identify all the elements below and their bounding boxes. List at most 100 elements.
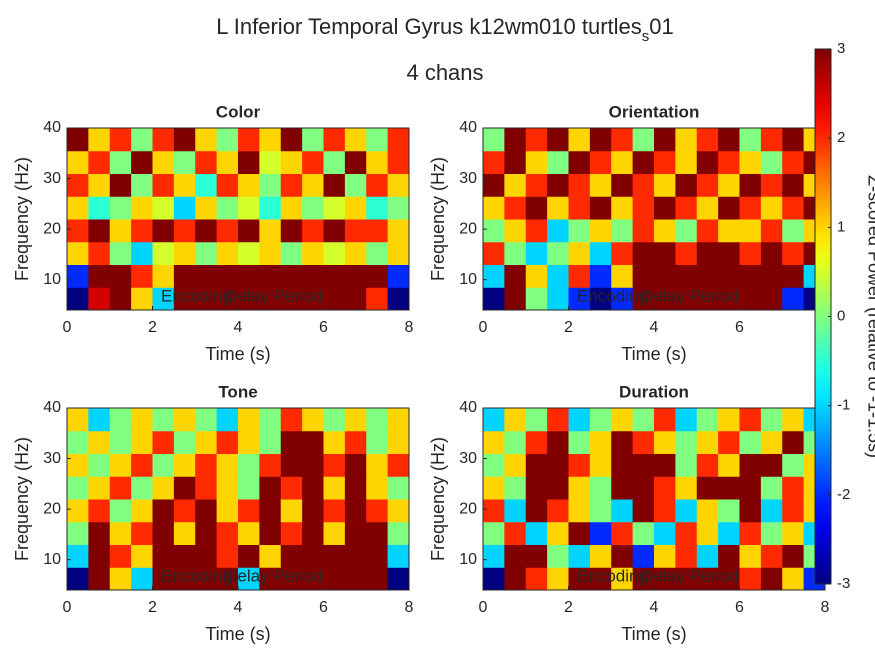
- heatmap-cell: [696, 241, 719, 265]
- heatmap-cell: [547, 150, 569, 174]
- heatmap-cell: [344, 521, 367, 545]
- heatmap-cell: [344, 150, 367, 174]
- heatmap-cell: [589, 499, 612, 523]
- annotation: Encoding: [161, 286, 232, 305]
- heatmap-cell: [323, 264, 346, 288]
- heatmap-cell: [675, 150, 698, 174]
- heatmap-cell: [216, 499, 239, 523]
- colorbar-tick-label: 3: [837, 40, 845, 57]
- annotation: Encoding: [577, 566, 648, 585]
- heatmap-cell: [739, 476, 762, 500]
- heatmap-cell: [173, 430, 196, 454]
- heatmap-cell: [387, 241, 410, 265]
- heatmap-cell: [387, 476, 410, 500]
- heatmap-cell: [280, 453, 303, 477]
- heatmap-cell: [632, 173, 655, 197]
- heatmap-cell: [67, 264, 89, 288]
- heatmap-cell: [782, 287, 805, 311]
- heatmap-cell: [611, 408, 634, 432]
- heatmap-cell: [323, 150, 346, 174]
- heatmap-cell: [259, 567, 282, 591]
- heatmap-cell: [323, 241, 346, 265]
- x-tick-label: 4: [234, 319, 243, 336]
- heatmap-cell: [387, 173, 410, 197]
- heatmap-cell: [344, 264, 367, 288]
- panel-title: Tone: [218, 382, 257, 401]
- heatmap-cell: [568, 476, 591, 500]
- heatmap-cell: [280, 430, 303, 454]
- heatmap-cell: [302, 521, 324, 545]
- heatmap-cell: [675, 173, 698, 197]
- heatmap-cell: [718, 287, 740, 311]
- heatmap-cell: [504, 521, 527, 545]
- heatmap-cell: [483, 544, 505, 568]
- colorbar-tick-label: 0: [837, 307, 845, 324]
- heatmap-cell: [67, 430, 89, 454]
- heatmap-cell: [216, 241, 239, 265]
- heatmap-cell: [568, 544, 591, 568]
- heatmap-cell: [131, 567, 153, 591]
- heatmap-cell: [216, 150, 239, 174]
- heatmap-cell: [568, 287, 591, 311]
- heatmap-cell: [632, 196, 655, 220]
- heatmap-cell: [216, 173, 239, 197]
- heatmap-cell: [782, 544, 805, 568]
- heatmap-cell: [109, 544, 132, 568]
- y-tick-label: 40: [459, 119, 477, 136]
- y-tick-label: 20: [459, 220, 477, 237]
- heatmap-cell: [696, 567, 719, 591]
- heatmap-cell: [302, 499, 324, 523]
- heatmap-cell: [323, 287, 346, 311]
- heatmap-cell: [654, 544, 676, 568]
- heatmap-cell: [483, 476, 505, 500]
- heatmap-cell: [632, 408, 655, 432]
- heatmap-cell: [739, 287, 762, 311]
- heatmap-cell: [259, 173, 282, 197]
- heatmap-cell: [547, 521, 569, 545]
- heatmap-cell: [654, 128, 676, 152]
- heatmap-cell: [525, 219, 548, 243]
- x-axis-label: Time (s): [205, 344, 270, 364]
- heatmap-cell: [280, 150, 303, 174]
- heatmap-cell: [67, 196, 89, 220]
- heatmap-cell: [483, 499, 505, 523]
- heatmap-cell: [718, 453, 740, 477]
- heatmap-cell: [366, 430, 389, 454]
- heatmap-cell: [195, 150, 218, 174]
- heatmap-cell: [387, 219, 410, 243]
- heatmap-cell: [547, 241, 569, 265]
- heatmap-cell: [88, 150, 111, 174]
- heatmap-cell: [131, 219, 153, 243]
- y-tick-label: 30: [43, 170, 61, 187]
- heatmap-cell: [173, 521, 196, 545]
- heatmap-cell: [589, 264, 612, 288]
- heatmap-cell: [152, 521, 175, 545]
- heatmap-cell: [611, 453, 634, 477]
- heatmap-cell: [760, 544, 783, 568]
- heatmap-cell: [88, 567, 111, 591]
- heatmap-cell: [195, 241, 218, 265]
- heatmap-cell: [344, 408, 367, 432]
- heatmap-cell: [280, 287, 303, 311]
- heatmap-cell: [259, 544, 282, 568]
- heatmap-cell: [302, 453, 324, 477]
- heatmap-cell: [323, 408, 346, 432]
- heatmap-cell: [109, 499, 132, 523]
- heatmap-cell: [504, 196, 527, 220]
- heatmap-cell: [632, 476, 655, 500]
- heatmap-cell: [675, 521, 698, 545]
- heatmap-cell: [739, 453, 762, 477]
- heatmap-cell: [344, 544, 367, 568]
- heatmap-cell: [366, 219, 389, 243]
- heatmap-cell: [696, 430, 719, 454]
- heatmap-cell: [216, 287, 239, 311]
- heatmap-cell: [547, 567, 569, 591]
- heatmap-cell: [173, 173, 196, 197]
- colorbar-tick-label: 1: [837, 218, 845, 235]
- heatmap-cell: [67, 408, 89, 432]
- heatmap-cell: [109, 196, 132, 220]
- heatmap-cell: [88, 499, 111, 523]
- heatmap-cell: [109, 173, 132, 197]
- heatmap-cell: [280, 173, 303, 197]
